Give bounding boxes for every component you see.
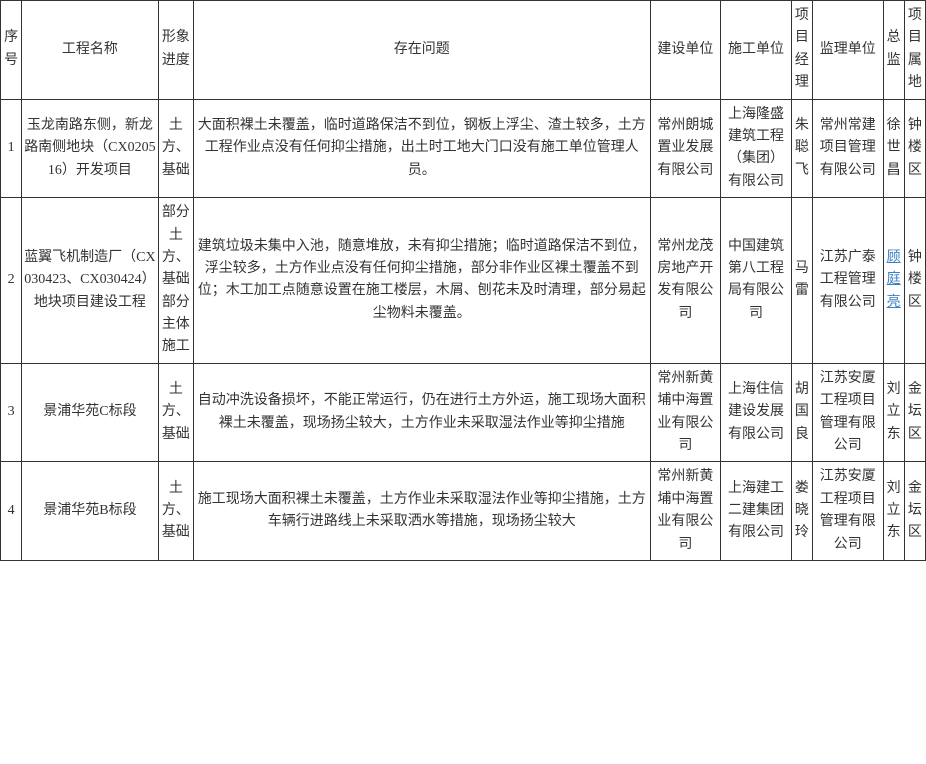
header-pm: 项目经理: [791, 1, 812, 100]
cell-name: 景浦华苑B标段: [22, 462, 159, 561]
table-row: 1玉龙南路东侧，新龙路南侧地块（CX020516）开发项目土方、基础大面积裸土未…: [1, 99, 926, 198]
cell-chief: 刘立东: [883, 363, 904, 462]
cell-construct: 上海隆盛建筑工程（集团）有限公司: [721, 99, 792, 198]
table-row: 3景浦华苑C标段土方、基础自动冲洗设备损坏，不能正常运行，仍在进行土方外运，施工…: [1, 363, 926, 462]
header-construct: 施工单位: [721, 1, 792, 100]
header-progress: 形象进度: [158, 1, 193, 100]
cell-build: 常州龙茂房地产开发有限公司: [650, 198, 721, 364]
table-row: 4景浦华苑B标段土方、基础施工现场大面积裸土未覆盖，土方作业未采取湿法作业等抑尘…: [1, 462, 926, 561]
cell-location: 金坛区: [904, 363, 925, 462]
cell-problem: 施工现场大面积裸土未覆盖，土方作业未采取湿法作业等抑尘措施，土方车辆行进路线上未…: [193, 462, 650, 561]
cell-progress: 土方、基础: [158, 99, 193, 198]
cell-pm: 娄晓玲: [791, 462, 812, 561]
cell-name: 景浦华苑C标段: [22, 363, 159, 462]
cell-progress: 土方、基础: [158, 363, 193, 462]
cell-chief: 顾庭亮: [883, 198, 904, 364]
cell-location: 金坛区: [904, 462, 925, 561]
cell-supervise: 江苏安厦工程项目管理有限公司: [812, 462, 883, 561]
table-row: 2蓝翼飞机制造厂（CX030423、CX030424）地块项目建设工程部分土方、…: [1, 198, 926, 364]
header-problem: 存在问题: [193, 1, 650, 100]
cell-pm: 马雷: [791, 198, 812, 364]
cell-seq: 4: [1, 462, 22, 561]
project-table: 序号 工程名称 形象进度 存在问题 建设单位 施工单位 项目经理 监理单位 总监…: [0, 0, 926, 561]
cell-construct: 上海建工二建集团有限公司: [721, 462, 792, 561]
cell-chief: 徐世昌: [883, 99, 904, 198]
cell-seq: 3: [1, 363, 22, 462]
cell-seq: 1: [1, 99, 22, 198]
cell-progress: 土方、基础: [158, 462, 193, 561]
cell-supervise: 江苏广泰工程管理有限公司: [812, 198, 883, 364]
header-location: 项目属地: [904, 1, 925, 100]
cell-problem: 大面积裸土未覆盖，临时道路保洁不到位，钢板上浮尘、渣土较多，土方工程作业点没有任…: [193, 99, 650, 198]
cell-build: 常州新黄埔中海置业有限公司: [650, 462, 721, 561]
cell-pm: 朱聪飞: [791, 99, 812, 198]
cell-problem: 自动冲洗设备损坏，不能正常运行，仍在进行土方外运，施工现场大面积裸土未覆盖，现场…: [193, 363, 650, 462]
cell-construct: 中国建筑第八工程局有限公司: [721, 198, 792, 364]
cell-problem: 建筑垃圾未集中入池，随意堆放，未有抑尘措施；临时道路保洁不到位，浮尘较多，土方作…: [193, 198, 650, 364]
cell-chief: 刘立东: [883, 462, 904, 561]
cell-supervise: 常州常建项目管理有限公司: [812, 99, 883, 198]
cell-progress: 部分土方、基础部分主体施工: [158, 198, 193, 364]
header-build: 建设单位: [650, 1, 721, 100]
cell-location: 钟楼区: [904, 99, 925, 198]
cell-name: 玉龙南路东侧，新龙路南侧地块（CX020516）开发项目: [22, 99, 159, 198]
cell-location: 钟楼区: [904, 198, 925, 364]
header-name: 工程名称: [22, 1, 159, 100]
cell-name: 蓝翼飞机制造厂（CX030423、CX030424）地块项目建设工程: [22, 198, 159, 364]
cell-pm: 胡国良: [791, 363, 812, 462]
chief-link[interactable]: 顾庭亮: [887, 250, 901, 310]
cell-build: 常州朗城置业发展有限公司: [650, 99, 721, 198]
header-chief: 总监: [883, 1, 904, 100]
header-seq: 序号: [1, 1, 22, 100]
cell-supervise: 江苏安厦工程项目管理有限公司: [812, 363, 883, 462]
cell-construct: 上海住信建设发展有限公司: [721, 363, 792, 462]
cell-build: 常州新黄埔中海置业有限公司: [650, 363, 721, 462]
table-header-row: 序号 工程名称 形象进度 存在问题 建设单位 施工单位 项目经理 监理单位 总监…: [1, 1, 926, 100]
cell-seq: 2: [1, 198, 22, 364]
header-supervise: 监理单位: [812, 1, 883, 100]
